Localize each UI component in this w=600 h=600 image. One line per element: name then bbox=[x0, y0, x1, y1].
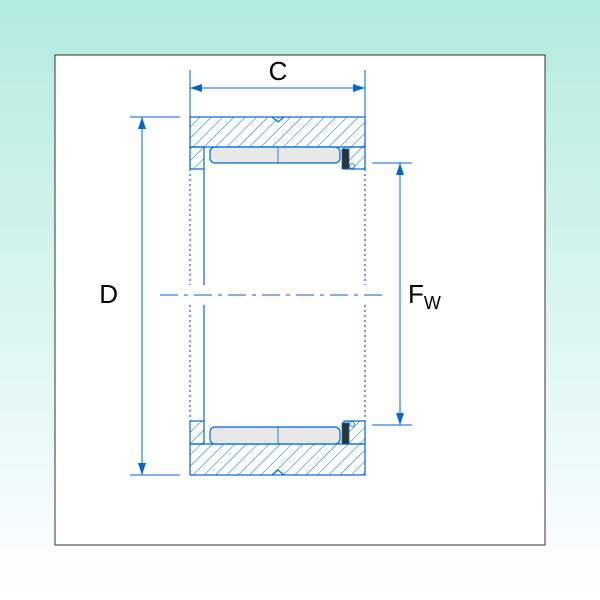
diagram-container: C D FW bbox=[0, 0, 600, 600]
label-c: C bbox=[269, 56, 288, 86]
label-d: D bbox=[99, 279, 118, 309]
bearing-diagram: C D FW bbox=[0, 0, 600, 600]
